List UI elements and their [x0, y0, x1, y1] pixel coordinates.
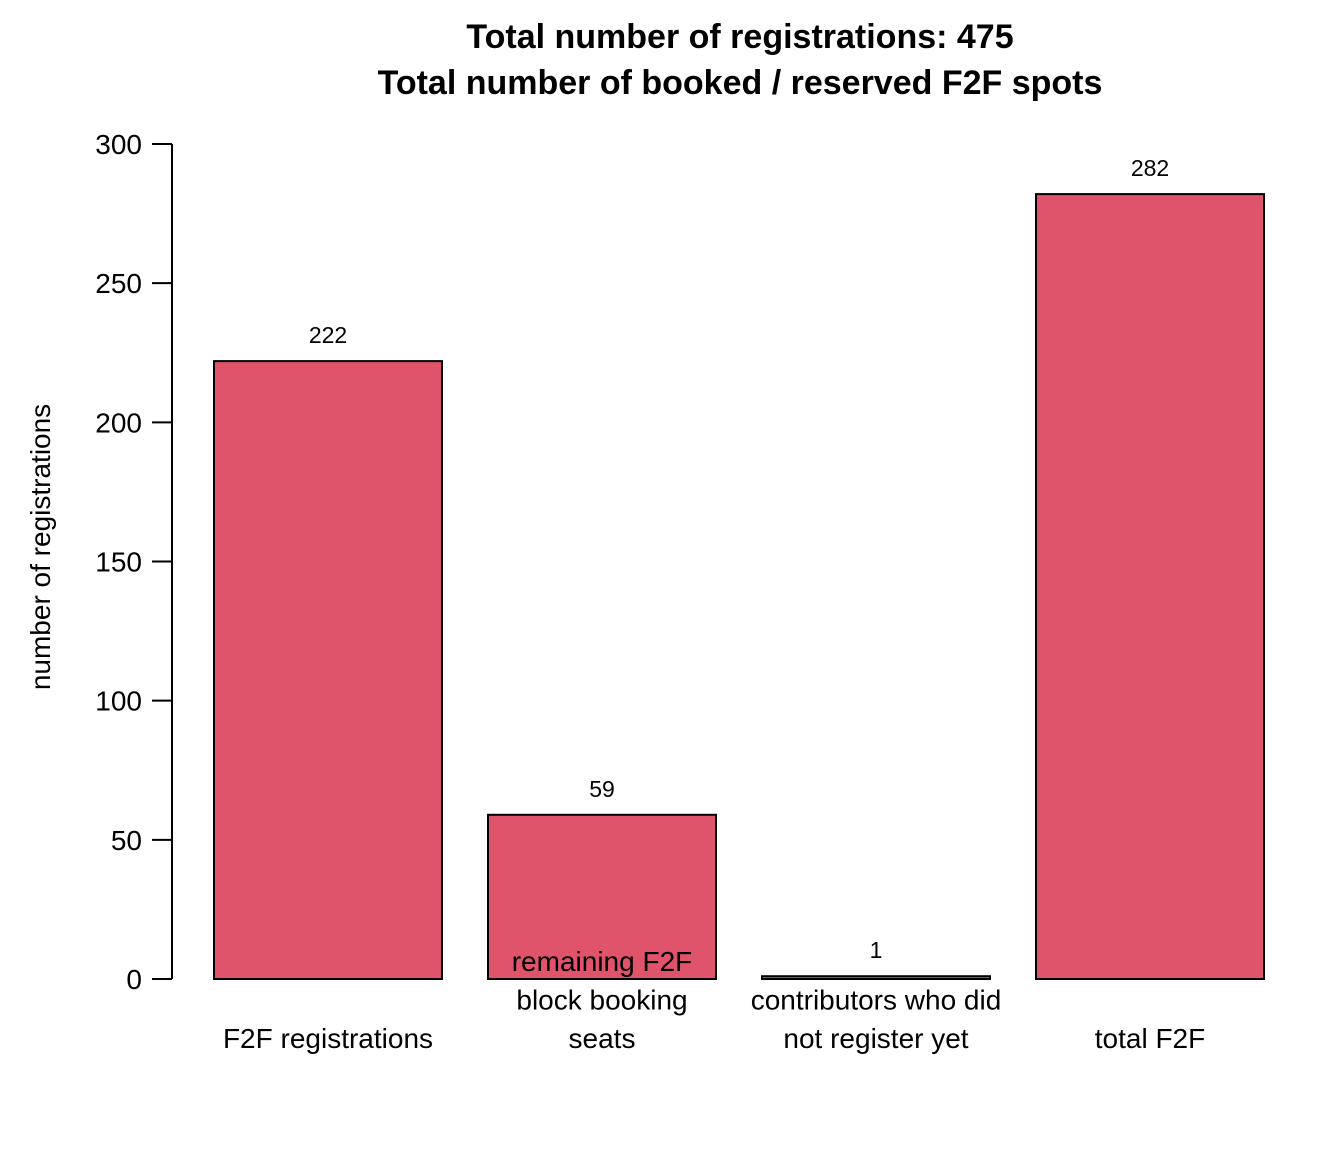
category-label-line: seats — [569, 1023, 636, 1054]
y-axis-title-group: number of registrations — [25, 404, 56, 690]
y-tick-label: 150 — [95, 547, 142, 578]
y-tick-label: 100 — [95, 686, 142, 717]
bar-value-label: 222 — [309, 322, 347, 348]
chart-title: Total number of registrations: 475 Total … — [378, 18, 1103, 102]
y-axis-title: number of registrations — [25, 404, 56, 690]
category-label-line: block booking — [516, 985, 687, 1016]
value-labels: 222 59 1 282 — [309, 155, 1169, 963]
y-tick-label: 300 — [95, 129, 142, 160]
category-label-line: F2F registrations — [223, 1023, 433, 1054]
y-tick-label: 50 — [111, 825, 142, 856]
category-label-line: contributors who did — [751, 985, 1002, 1016]
bar-value-label: 1 — [870, 937, 883, 963]
bars — [213, 193, 1265, 981]
category-labels: F2F registrations remaining F2F block book… — [223, 946, 1205, 1054]
bar — [213, 360, 443, 981]
category-label-line: total F2F — [1095, 1023, 1205, 1054]
y-tick-label: 250 — [95, 268, 142, 299]
chart-title-line: Total number of registrations: 475 — [466, 18, 1013, 56]
bar-value-label: 282 — [1131, 155, 1169, 181]
chart-title-line: Total number of booked / reserved F2F sp… — [378, 64, 1103, 102]
category-label-line: not register yet — [783, 1023, 968, 1054]
bar — [761, 975, 991, 981]
bar-value-label: 59 — [589, 776, 615, 802]
y-axis: 0 50 100 150 200 250 300 — [95, 129, 173, 995]
y-tick-label: 200 — [95, 407, 142, 438]
bar — [1035, 193, 1265, 981]
category-label-line: remaining F2F — [512, 946, 693, 977]
y-tick-label: 0 — [126, 964, 142, 995]
bar — [487, 813, 717, 980]
